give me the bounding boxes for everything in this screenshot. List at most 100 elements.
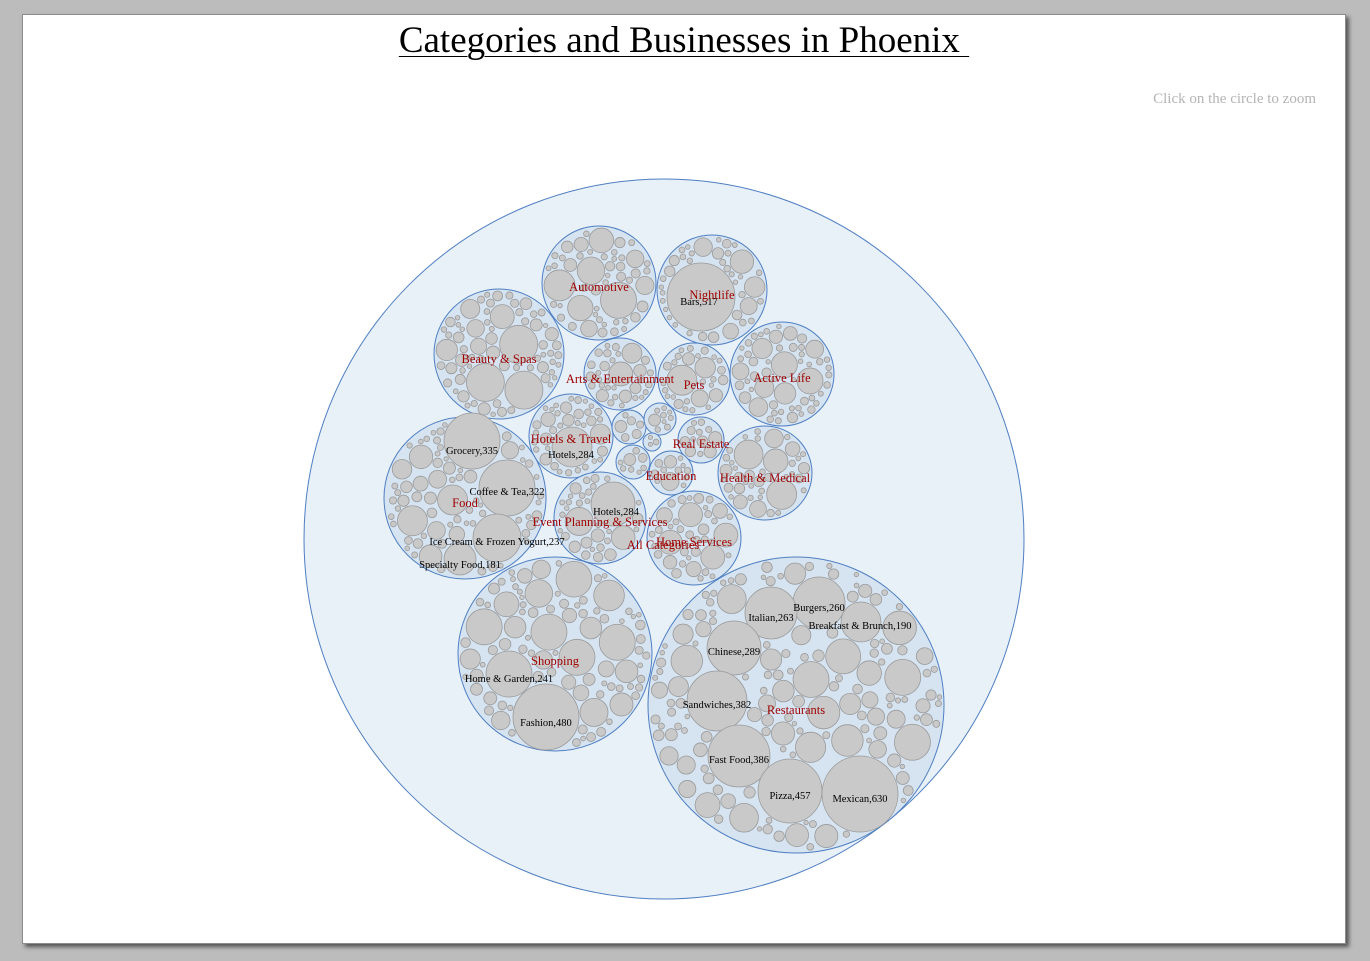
leaf-circle-shopping[interactable]	[572, 738, 581, 747]
leaf-circle-restaurants[interactable]	[712, 784, 724, 795]
leaf-circle-beauty-and-spas[interactable]	[504, 370, 544, 410]
leaf-circle-home-services[interactable]	[705, 495, 714, 504]
leaf-circle-shopping[interactable]	[469, 668, 484, 683]
leaf-circle-food[interactable]	[390, 520, 397, 528]
leaf-circle-beauty-and-spas[interactable]	[538, 340, 548, 350]
leaf-circle-pets[interactable]	[673, 398, 684, 410]
leaf-circle-event-planning-and-services[interactable]	[585, 488, 593, 496]
leaf-circle-beauty-and-spas[interactable]	[436, 361, 446, 370]
leaf-circle-beauty-and-spas[interactable]	[470, 337, 488, 355]
leaf-circle-event-planning-and-services[interactable]	[590, 481, 636, 527]
leaf-circle-restaurants[interactable]	[894, 723, 931, 761]
leaf-circle-arts-and-entertainment[interactable]	[629, 382, 642, 395]
leaf-circle-restaurants[interactable]	[720, 793, 736, 809]
leaf-circle-beauty-and-spas[interactable]	[544, 327, 559, 342]
leaf-circle-beauty-and-spas[interactable]	[540, 373, 551, 384]
leaf-circle-hotels-and-travel[interactable]	[591, 458, 598, 464]
leaf-circle-home-services[interactable]	[711, 517, 718, 525]
leaf-circle-beauty-and-spas[interactable]	[549, 358, 556, 366]
leaf-circle-active-life[interactable]	[808, 394, 816, 402]
leaf-circle-restaurants[interactable]	[870, 638, 880, 649]
leaf-circle-food[interactable]	[423, 491, 437, 505]
leaf-circle-beauty-and-spas[interactable]	[445, 331, 453, 339]
leaf-circle-restaurants[interactable]	[869, 648, 879, 658]
leaf-circle-active-life[interactable]	[800, 396, 809, 406]
leaf-circle-shopping[interactable]	[554, 590, 561, 597]
leaf-circle-restaurants[interactable]	[668, 676, 689, 697]
leaf-circle-restaurants[interactable]	[706, 620, 762, 676]
leaf-circle-nightlife[interactable]	[731, 309, 743, 321]
leaf-circle-active-life[interactable]	[823, 381, 831, 389]
leaf-circle-nightlife[interactable]	[693, 237, 713, 257]
leaf-circle-automotive[interactable]	[592, 311, 599, 318]
leaf-circle-health-and-medical[interactable]	[797, 462, 811, 475]
leaf-circle-home-services[interactable]	[697, 575, 704, 582]
leaf-circle-small[interactable]	[640, 464, 647, 472]
leaf-circle-restaurants[interactable]	[879, 638, 885, 644]
leaf-circle-food[interactable]	[469, 520, 477, 527]
leaf-circle-small[interactable]	[661, 419, 667, 425]
leaf-circle-beauty-and-spas[interactable]	[483, 319, 491, 326]
leaf-circle-arts-and-entertainment[interactable]	[615, 351, 622, 357]
leaf-circle-education[interactable]	[674, 466, 683, 474]
leaf-circle-pets[interactable]	[681, 352, 696, 366]
leaf-circle-beauty-and-spas[interactable]	[552, 375, 558, 381]
leaf-circle-beauty-and-spas[interactable]	[536, 361, 549, 374]
leaf-circle-shopping[interactable]	[531, 559, 551, 579]
leaf-circle-shopping[interactable]	[470, 682, 483, 696]
leaf-circle-restaurants[interactable]	[707, 724, 771, 788]
leaf-circle-restaurants[interactable]	[784, 562, 807, 585]
leaf-circle-health-and-medical[interactable]	[748, 483, 755, 489]
leaf-circle-home-services[interactable]	[704, 510, 713, 519]
leaf-circle-food[interactable]	[520, 457, 526, 463]
leaf-circle-nightlife[interactable]	[728, 271, 735, 278]
leaf-circle-food[interactable]	[457, 467, 464, 474]
leaf-circle-active-life[interactable]	[748, 356, 759, 367]
leaf-circle-shopping[interactable]	[635, 634, 646, 644]
leaf-circle-shopping[interactable]	[561, 607, 578, 624]
leaf-circle-small[interactable]	[660, 411, 667, 419]
leaf-circle-restaurants[interactable]	[806, 843, 815, 851]
leaf-circle-health-and-medical[interactable]	[763, 448, 789, 474]
leaf-circle-real-estate[interactable]	[690, 436, 696, 442]
leaf-circle-health-and-medical[interactable]	[722, 453, 731, 462]
leaf-circle-event-planning-and-services[interactable]	[578, 492, 586, 499]
leaf-circle-arts-and-entertainment[interactable]	[644, 380, 653, 389]
leaf-circle-beauty-and-spas[interactable]	[521, 317, 530, 326]
leaf-circle-education[interactable]	[650, 469, 660, 479]
category-circle-small[interactable]	[642, 432, 662, 452]
leaf-circle-arts-and-entertainment[interactable]	[603, 349, 612, 358]
leaf-circle-home-services[interactable]	[713, 522, 739, 548]
leaf-circle-health-and-medical[interactable]	[784, 433, 791, 441]
leaf-circle-education[interactable]	[683, 466, 692, 475]
leaf-circle-event-planning-and-services[interactable]	[635, 499, 642, 506]
leaf-circle-health-and-medical[interactable]	[764, 428, 784, 449]
leaf-circle-beauty-and-spas[interactable]	[460, 298, 481, 319]
leaf-circle-event-planning-and-services[interactable]	[590, 483, 597, 490]
leaf-circle-health-and-medical[interactable]	[719, 463, 733, 477]
leaf-circle-shopping[interactable]	[578, 595, 588, 605]
leaf-circle-small[interactable]	[667, 409, 673, 415]
leaf-circle-health-and-medical[interactable]	[743, 479, 749, 486]
leaf-circle-beauty-and-spas[interactable]	[477, 402, 491, 416]
leaf-circle-home-services[interactable]	[697, 523, 710, 536]
leaf-circle-automotive[interactable]	[550, 300, 558, 308]
leaf-circle-education[interactable]	[680, 482, 687, 489]
leaf-circle-active-life[interactable]	[788, 342, 798, 352]
leaf-circle-small[interactable]	[654, 407, 661, 414]
leaf-circle-automotive[interactable]	[611, 255, 618, 262]
leaf-circle-active-life[interactable]	[806, 361, 812, 368]
leaf-circle-shopping[interactable]	[524, 634, 531, 641]
leaf-circle-active-life[interactable]	[744, 350, 752, 359]
leaf-circle-restaurants[interactable]	[720, 579, 727, 586]
leaf-circle-health-and-medical[interactable]	[800, 487, 807, 494]
leaf-circle-pets[interactable]	[670, 394, 677, 400]
leaf-circle-hotels-and-travel[interactable]	[542, 405, 549, 411]
leaf-circle-event-planning-and-services[interactable]	[560, 531, 570, 541]
leaf-circle-active-life[interactable]	[782, 326, 798, 341]
leaf-circle-active-life[interactable]	[825, 364, 832, 371]
leaf-circle-active-life[interactable]	[817, 390, 824, 397]
leaf-circle-shopping[interactable]	[593, 607, 601, 615]
leaf-circle-nightlife[interactable]	[688, 250, 695, 257]
leaf-circle-shopping[interactable]	[512, 583, 519, 590]
